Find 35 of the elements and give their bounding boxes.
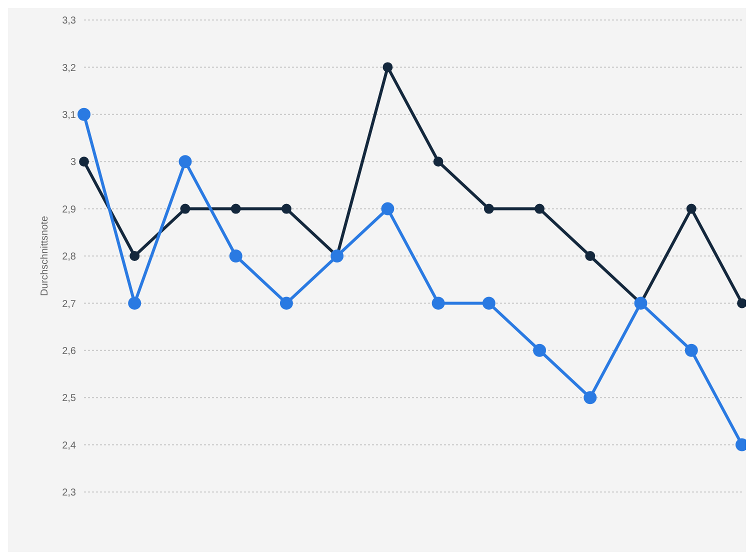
y-tick-label: 2,9	[62, 204, 76, 216]
point	[280, 296, 293, 310]
point	[585, 251, 596, 261]
point	[484, 204, 494, 214]
y-tick-label: 2,4	[62, 440, 76, 452]
point	[382, 62, 393, 72]
y-tick-label: 2,8	[62, 252, 76, 263]
point	[584, 391, 597, 404]
point	[381, 202, 394, 216]
y-tick-label: 2,3	[62, 488, 76, 499]
point	[737, 298, 746, 308]
point	[229, 250, 242, 262]
point	[180, 204, 190, 214]
y-tick-label: 2,5	[62, 393, 76, 404]
point	[178, 155, 192, 168]
point	[482, 296, 496, 310]
y-tick-label: 2,6	[62, 346, 76, 357]
point	[130, 251, 140, 261]
point	[533, 344, 546, 357]
y-tick-label: 3,2	[62, 62, 76, 74]
y-tick-label: 3	[70, 157, 76, 168]
point	[433, 156, 444, 167]
point	[684, 344, 698, 357]
y-tick-label: 2,7	[62, 298, 76, 310]
point	[79, 156, 89, 167]
y-axis-title: Durchschnittsnote	[40, 216, 51, 296]
point	[230, 204, 241, 214]
y-tick-label: 3,3	[62, 16, 76, 27]
point	[128, 296, 142, 310]
point	[281, 204, 292, 214]
point	[432, 296, 445, 310]
point	[686, 204, 696, 214]
point	[534, 204, 545, 214]
y-tick-label: 3,1	[62, 110, 76, 121]
point	[78, 108, 90, 121]
